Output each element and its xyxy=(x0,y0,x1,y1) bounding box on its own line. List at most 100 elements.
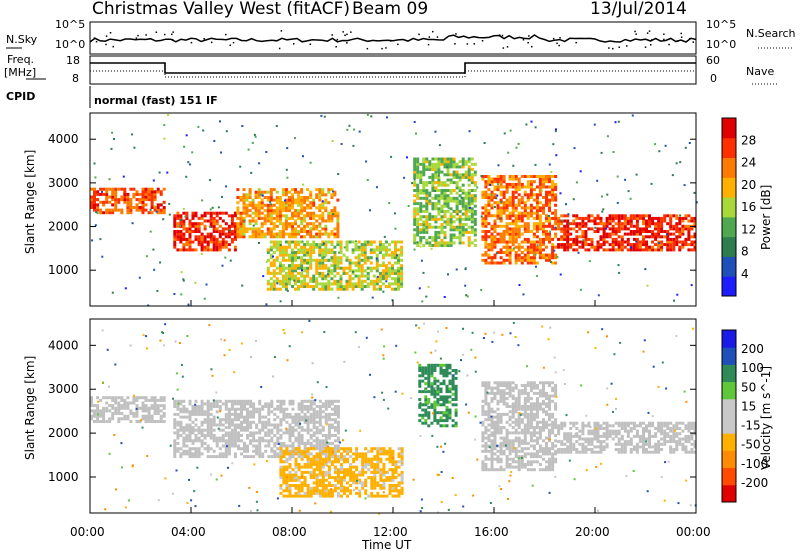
echo-cell xyxy=(455,369,458,372)
echo-cell xyxy=(437,171,440,174)
echo-cell xyxy=(481,405,484,408)
echo-cell xyxy=(315,206,318,209)
echo-cell xyxy=(364,492,367,495)
noise-cell xyxy=(201,199,203,201)
echo-cell xyxy=(468,179,471,182)
echo-cell xyxy=(551,212,554,215)
echo-cell xyxy=(261,421,264,424)
echo-cell xyxy=(551,196,554,199)
echo-cell xyxy=(189,439,192,442)
echo-cell xyxy=(444,165,447,168)
echo-cell xyxy=(536,212,539,215)
echo-cell xyxy=(575,238,578,241)
echo-cell xyxy=(288,254,291,257)
echo-cell xyxy=(450,158,453,161)
echo-cell xyxy=(416,194,419,197)
noise-cell xyxy=(131,133,133,135)
echo-cell xyxy=(450,244,453,247)
echo-cell xyxy=(185,243,188,246)
echo-cell xyxy=(108,211,111,214)
echo-cell xyxy=(446,374,449,377)
echo-cell xyxy=(129,409,132,412)
echo-cell xyxy=(648,225,651,228)
echo-cell xyxy=(321,191,324,194)
echo-cell xyxy=(331,476,334,479)
echo-cell xyxy=(618,227,621,230)
echo-cell xyxy=(509,246,512,249)
echo-cell xyxy=(213,243,216,246)
echo-cell xyxy=(157,409,160,412)
echo-cell xyxy=(182,248,185,251)
echo-cell xyxy=(459,210,462,213)
echo-cell xyxy=(603,243,606,246)
echo-cell xyxy=(207,220,210,223)
echo-cell xyxy=(462,158,465,161)
echo-cell xyxy=(484,447,487,450)
echo-cell xyxy=(324,248,327,251)
echo-cell xyxy=(102,415,105,418)
echo-cell xyxy=(295,450,298,453)
echo-cell xyxy=(487,180,490,183)
noise-tick-left-bottom: 10^0 xyxy=(55,38,85,51)
noise-cell xyxy=(565,203,567,205)
echo-cell xyxy=(300,196,303,199)
echo-cell xyxy=(264,426,267,429)
echo-cell xyxy=(382,474,385,477)
echo-cell xyxy=(500,251,503,254)
echo-cell xyxy=(294,256,297,259)
echo-cell xyxy=(636,227,639,230)
echo-cell xyxy=(484,243,487,246)
echo-cell xyxy=(117,407,120,410)
echo-cell xyxy=(132,412,135,415)
echo-cell xyxy=(126,417,129,420)
echo-cell xyxy=(292,421,295,424)
echo-cell xyxy=(300,259,303,262)
echo-cell xyxy=(343,492,346,495)
echo-cell xyxy=(370,447,373,450)
echo-cell xyxy=(276,424,279,427)
echo-cell xyxy=(325,413,328,416)
echo-cell xyxy=(313,463,316,466)
echo-cell xyxy=(518,230,521,233)
echo-cell xyxy=(456,184,459,187)
echo-cell xyxy=(154,409,157,412)
echo-cell xyxy=(225,418,228,421)
echo-cell xyxy=(282,413,285,416)
echo-cell xyxy=(512,204,515,207)
echo-cell xyxy=(431,205,434,208)
echo-cell xyxy=(258,418,261,421)
noise-search-dot xyxy=(342,31,344,32)
echo-cell xyxy=(352,476,355,479)
echo-cell xyxy=(447,179,450,182)
echo-cell xyxy=(633,248,636,251)
echo-cell xyxy=(515,256,518,259)
echo-cell xyxy=(361,288,364,291)
echo-cell xyxy=(465,194,468,197)
echo-cell xyxy=(111,198,114,201)
echo-cell xyxy=(321,277,324,280)
echo-cell xyxy=(173,450,176,453)
echo-cell xyxy=(292,418,295,421)
noise-cell xyxy=(183,208,185,210)
echo-cell xyxy=(459,234,462,237)
noise-cell xyxy=(184,216,186,218)
echo-cell xyxy=(440,364,443,367)
echo-cell xyxy=(182,429,185,432)
noise-cell xyxy=(512,165,514,167)
echo-cell xyxy=(327,269,330,272)
echo-cell xyxy=(261,233,264,236)
echo-cell xyxy=(123,196,126,199)
noise-cell xyxy=(139,277,141,279)
noise-search-dot xyxy=(145,34,147,36)
echo-cell xyxy=(539,238,542,241)
echo-cell xyxy=(355,466,358,469)
echo-cell xyxy=(292,431,295,434)
noise-cell xyxy=(179,225,181,227)
echo-cell xyxy=(346,280,349,283)
echo-cell xyxy=(557,222,560,225)
echo-cell xyxy=(213,212,216,215)
echo-cell xyxy=(633,233,636,236)
echo-cell xyxy=(195,437,198,440)
echo-cell xyxy=(207,243,210,246)
echo-cell xyxy=(431,184,434,187)
